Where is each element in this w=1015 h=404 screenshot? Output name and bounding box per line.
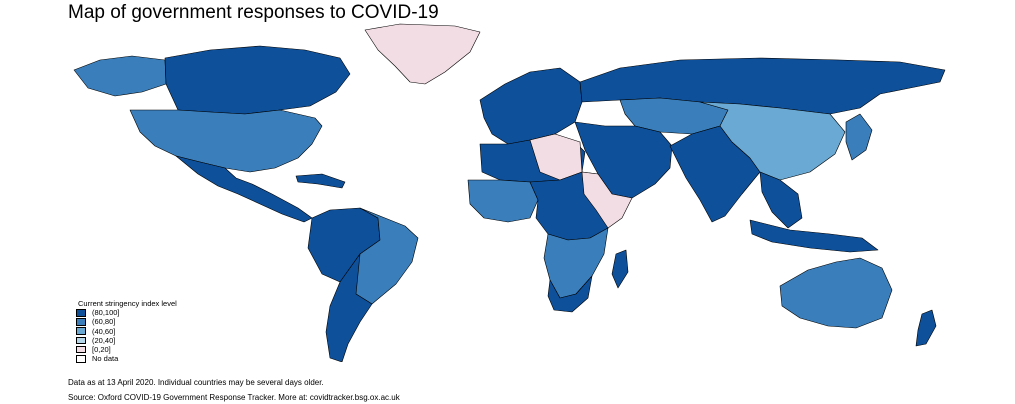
legend-label: (80,100]: [92, 308, 120, 318]
region-east-asia-islands: [845, 113, 873, 161]
region-southern-cone: [325, 253, 373, 362]
region-maritime-asia: [749, 219, 879, 253]
legend-swatch: [76, 309, 86, 317]
region-australia: [779, 257, 893, 329]
legend-label: (20,40]: [92, 335, 116, 345]
region-new-zealand: [915, 309, 937, 347]
legend-swatch: [76, 345, 86, 354]
legend-title: Current stringency index level: [78, 299, 177, 308]
legend-label: (40,60]: [92, 326, 116, 336]
legend-label: No data: [92, 354, 119, 364]
region-south-asia: [669, 125, 761, 223]
legend-swatch: [76, 327, 86, 335]
region-alaska: [73, 55, 167, 97]
data-date-note: Data as at 13 April 2020. Individual cou…: [68, 378, 324, 387]
map-title: Map of government responses to COVID-19: [68, 2, 439, 23]
region-madagascar: [611, 249, 629, 289]
region-china: [699, 101, 846, 181]
legend-item: (60,80]: [76, 317, 177, 326]
legend: Current stringency index level (80,100] …: [76, 299, 177, 363]
legend-item: No data: [76, 354, 177, 363]
region-caribbean: [295, 173, 346, 189]
region-europe: [479, 67, 583, 145]
region-middle-east: [574, 121, 673, 199]
legend-item: (80,100]: [76, 308, 177, 317]
region-greenland: [364, 23, 481, 85]
legend-item: (20,40]: [76, 336, 177, 345]
region-south-africa: [547, 275, 593, 313]
region-canada: [164, 45, 351, 115]
legend-label: [0,20]: [92, 345, 111, 355]
region-horn-of-africa: [581, 171, 633, 229]
region-southeast-asia: [759, 171, 803, 229]
legend-item: [0,20]: [76, 345, 177, 354]
region-west-africa: [467, 179, 539, 223]
region-usa: [129, 109, 323, 173]
legend-label: (60,80]: [92, 317, 116, 327]
legend-item: (40,60]: [76, 327, 177, 336]
legend-swatch: [76, 336, 86, 345]
source-note: Source: Oxford COVID-19 Government Respo…: [68, 393, 400, 402]
legend-swatch: [76, 318, 86, 326]
world-map: [73, 23, 946, 362]
legend-swatch: [76, 355, 86, 363]
